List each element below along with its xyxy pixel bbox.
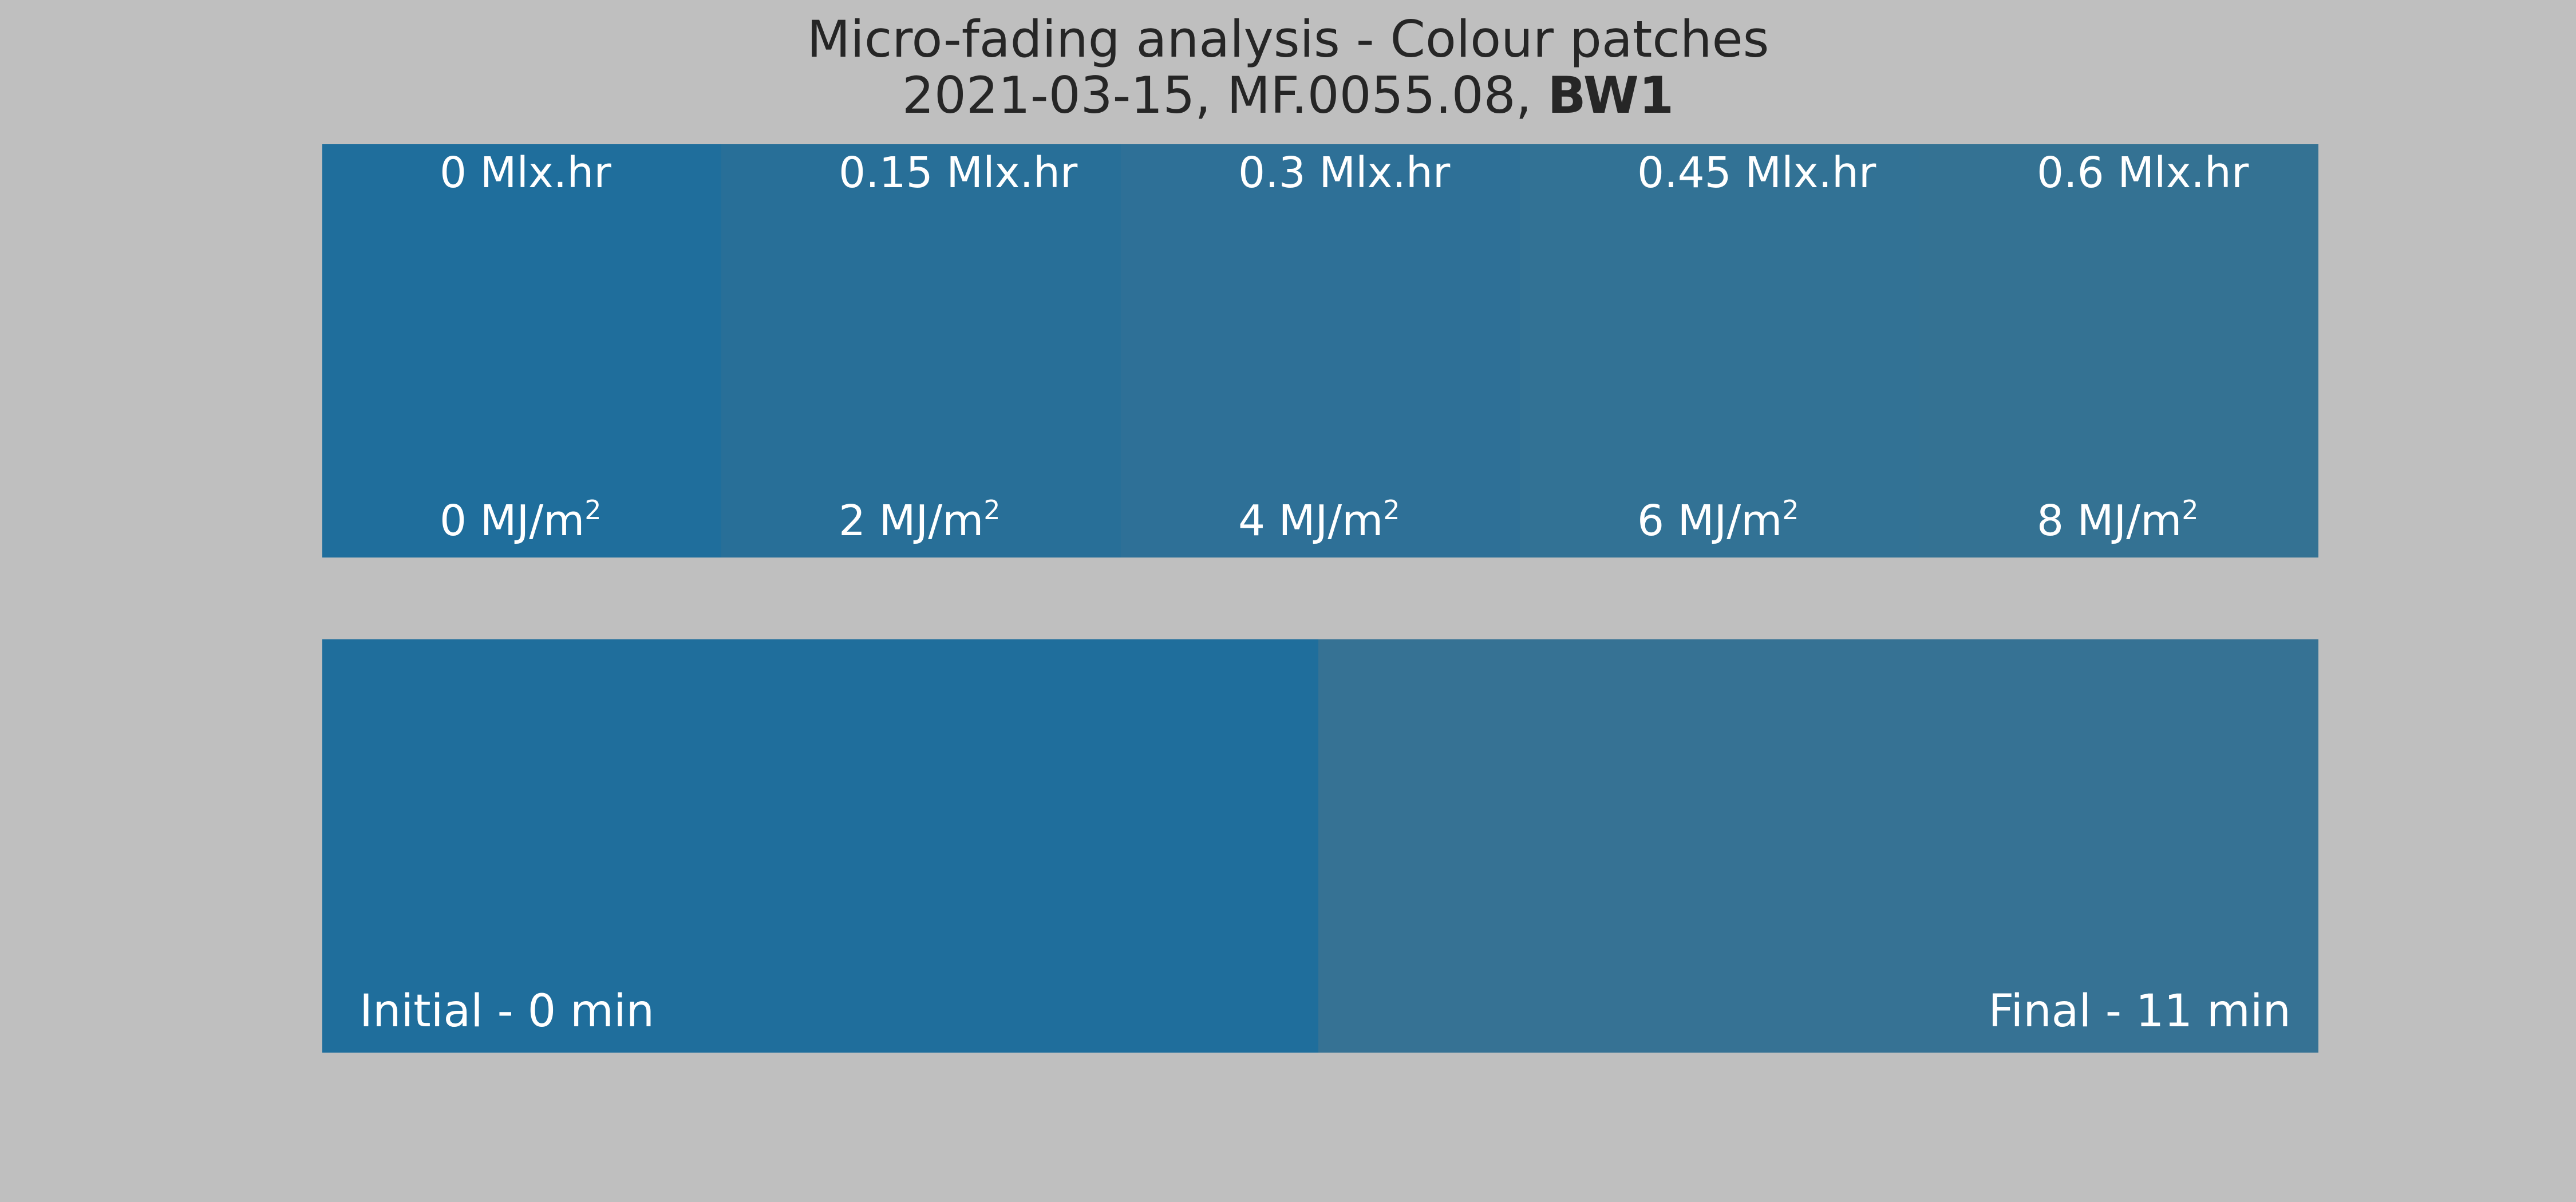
radiant-dose-value: 6 MJ/m [1637, 496, 1783, 545]
title-sample-id: BW1 [1547, 66, 1674, 125]
final-patch [1318, 639, 2318, 1053]
initial-patch [322, 639, 1318, 1053]
initial-label: Initial - 0 min [359, 986, 655, 1037]
illuminance-dose-label: 0.6 Mlx.hr [2037, 148, 2249, 197]
radiant-dose-exponent: 2 [2182, 495, 2199, 525]
radiant-dose-exponent: 2 [1782, 495, 1799, 525]
title-subtitle: 2021-03-15, MF.0055.08, [902, 66, 1548, 125]
exposure-patch: 0.6 Mlx.hr 8 MJ/m2 [1919, 144, 2318, 557]
title-line-1: Micro-fading analysis - Colour patches [807, 10, 1769, 69]
radiant-dose-value: 0 MJ/m [440, 496, 585, 545]
illuminance-dose-label: 0.3 Mlx.hr [1238, 148, 1451, 197]
radiant-dose-label: 8 MJ/m2 [2037, 495, 2199, 545]
illuminance-dose-label: 0 Mlx.hr [440, 148, 611, 197]
radiant-dose-value: 8 MJ/m [2037, 496, 2182, 545]
illuminance-dose-label: 0.15 Mlx.hr [839, 148, 1078, 197]
radiant-dose-exponent: 2 [983, 495, 1001, 525]
exposure-patch: 0.15 Mlx.hr 2 MJ/m2 [721, 144, 1121, 557]
radiant-dose-value: 4 MJ/m [1238, 496, 1384, 545]
radiant-dose-label: 6 MJ/m2 [1637, 495, 1799, 545]
radiant-dose-value: 2 MJ/m [839, 496, 984, 545]
exposure-patch: 0.45 Mlx.hr 6 MJ/m2 [1520, 144, 1919, 557]
radiant-dose-exponent: 2 [1383, 495, 1400, 525]
initial-final-patch-strip: Initial - 0 min Final - 11 min [322, 639, 2318, 1053]
radiant-dose-label: 4 MJ/m2 [1238, 495, 1400, 545]
radiant-dose-exponent: 2 [584, 495, 602, 525]
chart-title: Micro-fading analysis - Colour patches 2… [0, 11, 2576, 124]
exposure-patch-strip: 0 Mlx.hr 0 MJ/m2 0.15 Mlx.hr 2 MJ/m2 0.3 Mlx… [322, 144, 2318, 557]
radiant-dose-label: 0 MJ/m2 [440, 495, 602, 545]
title-line-2: 2021-03-15, MF.0055.08, BW1 [0, 68, 2576, 124]
radiant-dose-label: 2 MJ/m2 [839, 495, 1001, 545]
exposure-patch: 0 Mlx.hr 0 MJ/m2 [322, 144, 721, 557]
final-label: Final - 11 min [1988, 986, 2291, 1037]
illuminance-dose-label: 0.45 Mlx.hr [1637, 148, 1876, 197]
exposure-patch: 0.3 Mlx.hr 4 MJ/m2 [1121, 144, 1520, 557]
